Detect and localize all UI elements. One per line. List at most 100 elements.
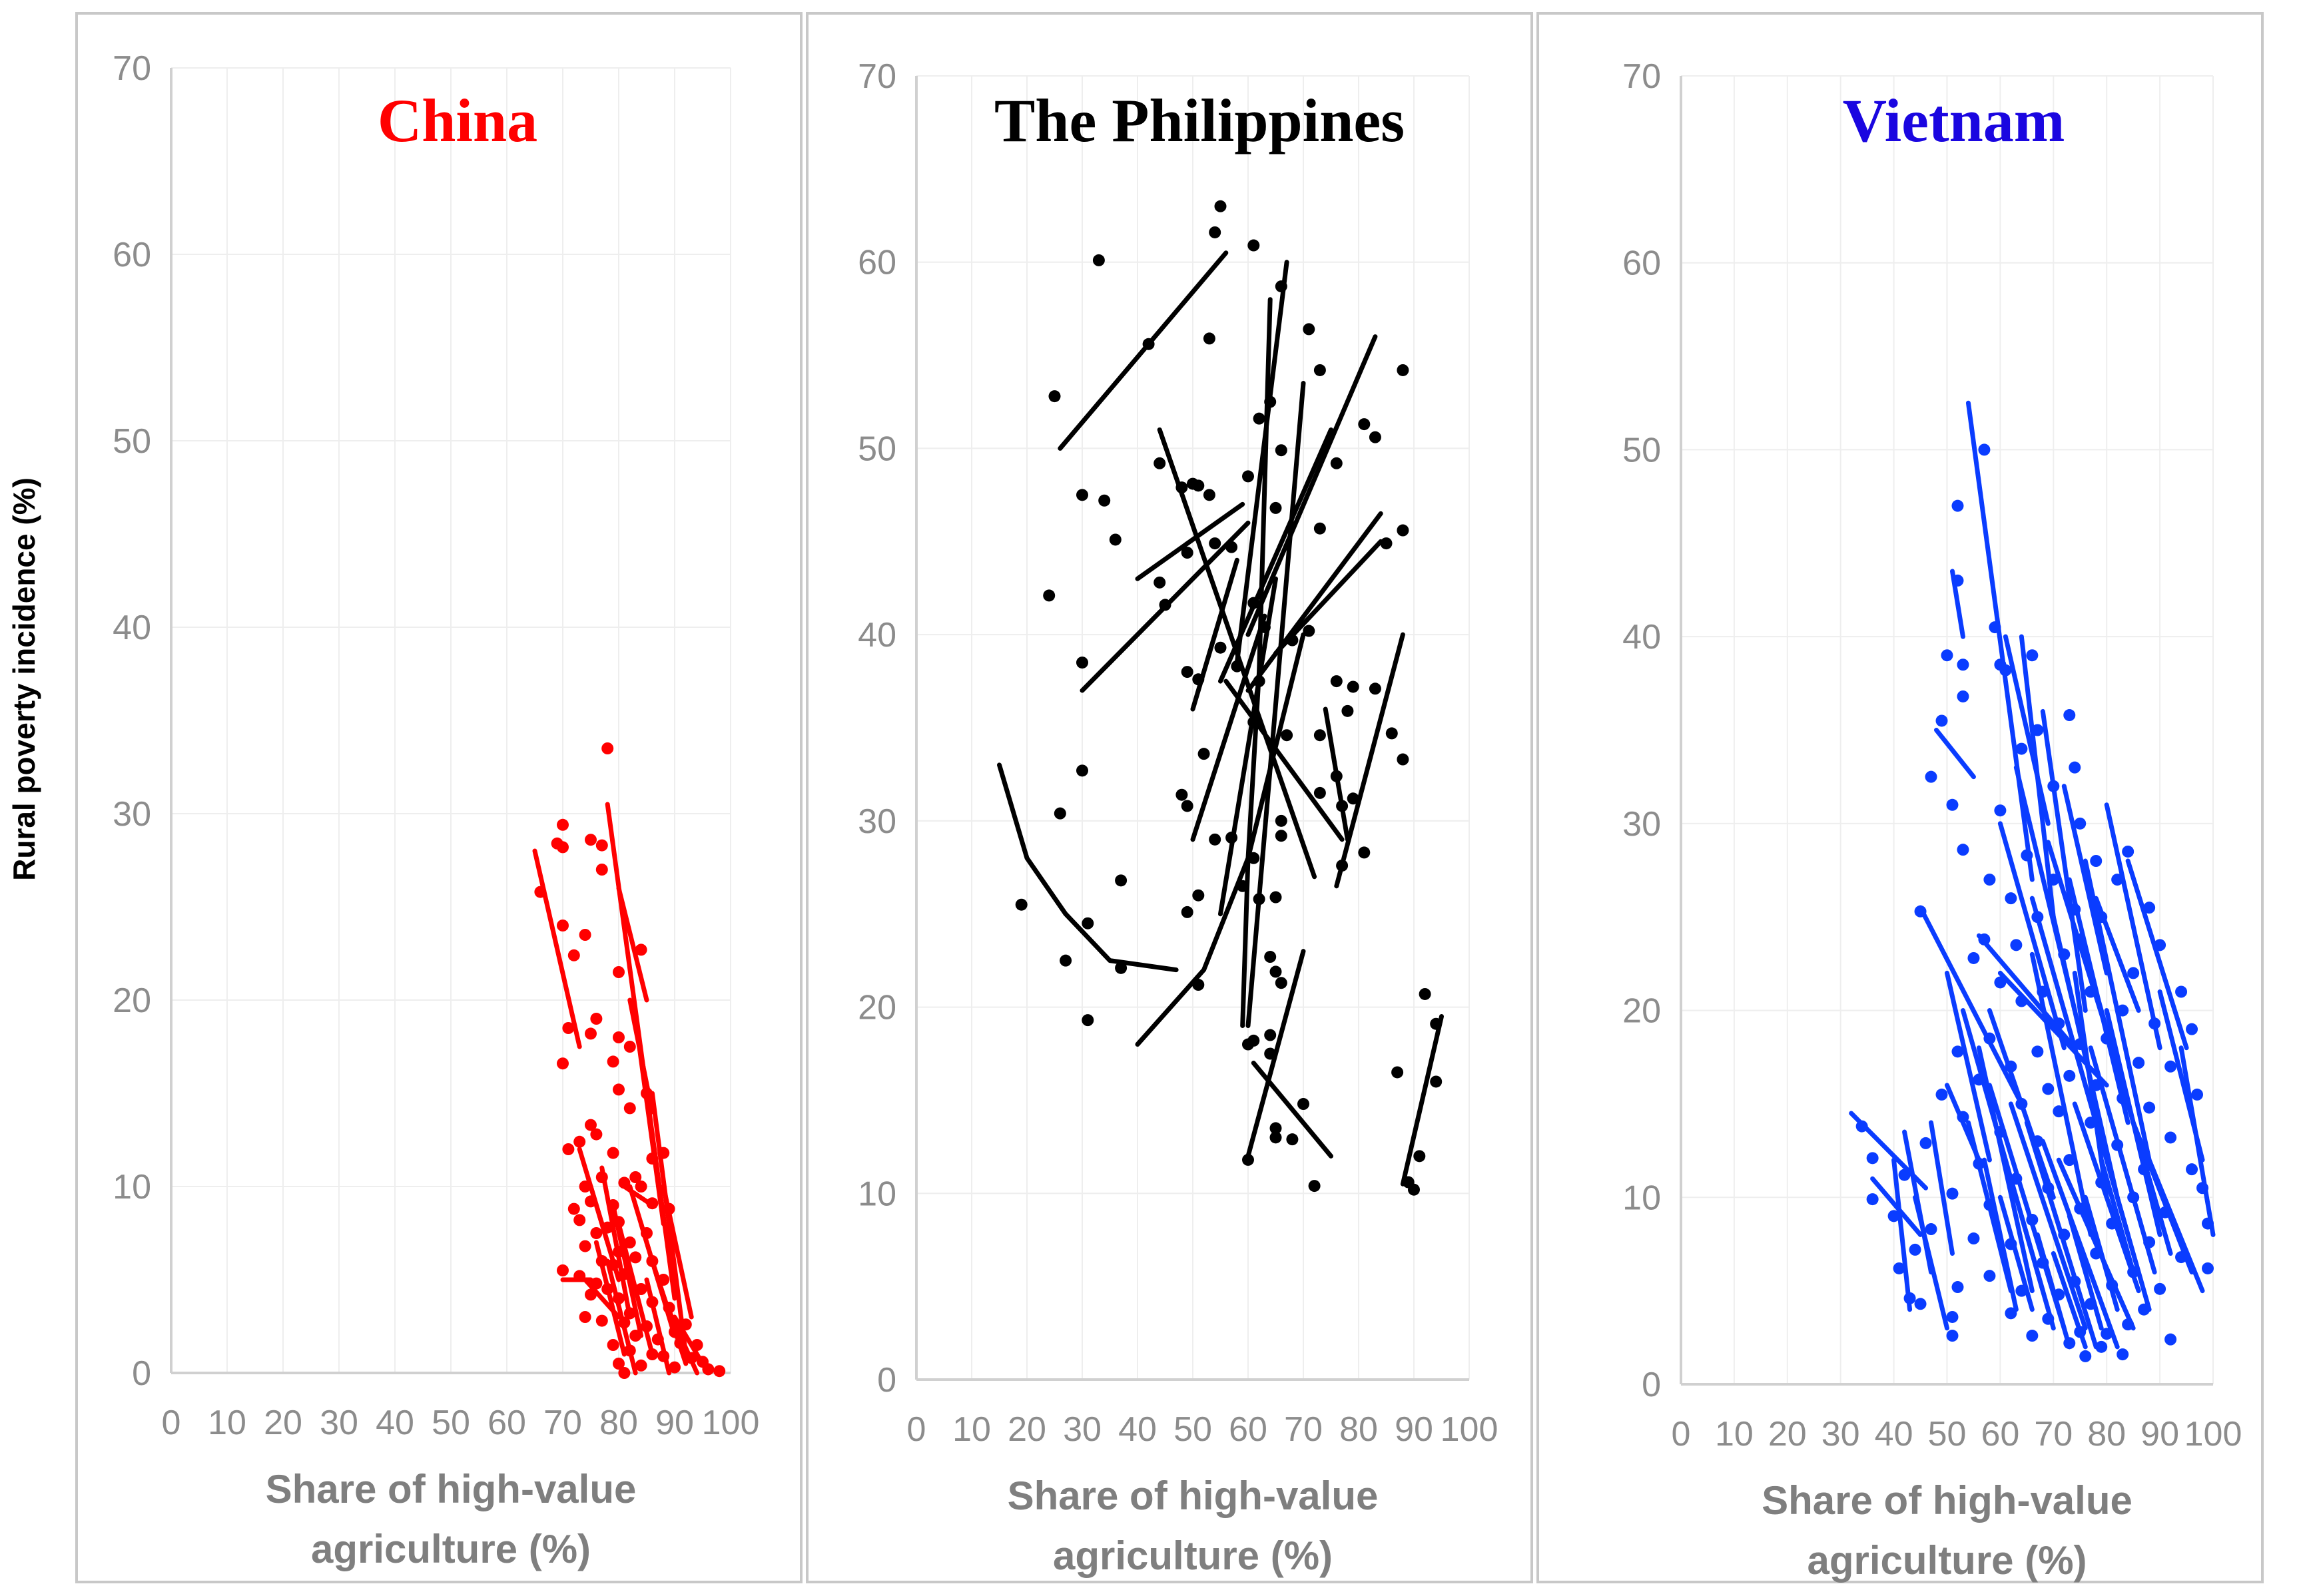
data-point — [1946, 798, 1959, 811]
data-point — [1358, 846, 1371, 859]
x-tick-label: 100 — [1441, 1410, 1498, 1449]
trend-line — [1913, 1195, 1949, 1331]
data-point — [607, 1147, 619, 1159]
data-point — [2037, 1256, 2049, 1269]
data-point — [641, 1087, 653, 1099]
y-tick-label: 60 — [858, 244, 896, 282]
data-point — [646, 1197, 659, 1210]
x-tick-label: 10 — [952, 1410, 991, 1449]
trend-line — [2178, 1045, 2216, 1237]
trend-curve — [1240, 297, 1273, 1028]
data-point — [2143, 1101, 2156, 1114]
data-point — [1197, 748, 1210, 760]
trend-line — [2125, 858, 2189, 1051]
chart-title: China — [378, 87, 537, 154]
data-point — [2159, 1206, 2172, 1218]
data-point — [573, 1214, 586, 1226]
data-point — [1430, 1017, 1443, 1030]
x-axis-title: Share of high-value — [1008, 1473, 1379, 1518]
data-point — [1946, 1187, 1959, 1200]
data-point — [1209, 537, 1221, 550]
data-point — [1247, 239, 1260, 252]
data-point — [657, 1274, 670, 1286]
data-point — [618, 1367, 631, 1379]
data-point — [595, 864, 608, 876]
data-point — [663, 1202, 675, 1215]
data-point — [1898, 1169, 1911, 1181]
data-point — [1308, 1180, 1321, 1193]
data-point — [1181, 906, 1193, 918]
trend-line — [1945, 970, 1992, 1163]
data-point — [573, 1135, 586, 1148]
data-point — [1269, 1122, 1282, 1135]
data-point — [1242, 470, 1254, 483]
data-point — [1175, 481, 1188, 494]
data-point — [1076, 764, 1088, 777]
x-tick-label: 20 — [1768, 1415, 1807, 1454]
data-point — [2133, 1057, 2145, 1069]
data-point — [2202, 1217, 2214, 1230]
data-point — [2117, 1092, 2129, 1105]
data-point — [567, 1202, 580, 1215]
y-tick-label: 50 — [1622, 431, 1661, 469]
data-point — [613, 1031, 625, 1043]
trend-line — [2008, 1101, 2088, 1331]
data-point — [1269, 501, 1282, 514]
data-point — [1242, 1038, 1254, 1051]
data-point — [618, 1268, 631, 1280]
data-point — [613, 1083, 625, 1096]
x-tick-label: 10 — [1715, 1415, 1754, 1454]
data-point — [2085, 1298, 2097, 1310]
trend-line — [1245, 334, 1378, 637]
data-point — [2175, 1251, 2188, 1264]
data-point — [601, 1283, 614, 1295]
data-point — [2122, 1318, 2135, 1331]
data-point — [1181, 800, 1193, 812]
x-tick-label: 70 — [1284, 1410, 1323, 1449]
x-axis-title: Share of high-value — [266, 1467, 637, 1511]
data-point — [1275, 830, 1287, 842]
data-point — [1951, 1045, 1964, 1058]
data-point — [1957, 1111, 1969, 1123]
data-point — [1082, 917, 1094, 930]
data-point — [613, 1292, 625, 1304]
y-axis-title-wrapper: Rural poverty incidence (%) — [7, 477, 41, 881]
data-point — [1408, 1183, 1420, 1196]
x-tick-label: 0 — [1672, 1415, 1691, 1454]
y-tick-label: 40 — [1622, 618, 1661, 657]
data-point — [579, 1240, 591, 1252]
data-point — [2143, 1236, 2156, 1248]
data-point — [607, 1258, 619, 1271]
data-point — [2186, 1023, 2198, 1035]
x-tick-label: 30 — [320, 1404, 358, 1442]
trend-line — [1934, 728, 1976, 780]
data-point — [1247, 716, 1260, 728]
data-point — [1115, 874, 1128, 887]
data-point — [2090, 1247, 2103, 1260]
y-tick-label: 30 — [858, 802, 896, 841]
data-point — [1109, 533, 1122, 546]
data-point — [1919, 1137, 1932, 1149]
trend-line — [1135, 501, 1245, 581]
data-point — [2015, 995, 2028, 1007]
data-point — [1391, 1066, 1404, 1079]
data-point — [641, 1227, 653, 1239]
y-tick-label: 0 — [877, 1361, 896, 1400]
data-point — [669, 1361, 681, 1374]
y-axis-title: Rural poverty incidence (%) — [7, 477, 41, 881]
data-point — [1275, 977, 1287, 989]
data-point — [2047, 874, 2060, 886]
data-point — [1957, 659, 1969, 671]
x-tick-label: 70 — [2034, 1415, 2073, 1454]
trend-line — [1157, 427, 1317, 880]
trend-line — [1223, 678, 1345, 842]
trend-line — [599, 1165, 633, 1320]
data-point — [646, 1153, 659, 1165]
data-point — [1385, 727, 1398, 740]
data-point — [1358, 418, 1371, 431]
trend-line — [1218, 427, 1333, 684]
data-point — [590, 1277, 603, 1290]
trend-line — [1218, 576, 1278, 917]
data-point — [1347, 680, 1359, 693]
x-tick-label: 40 — [376, 1404, 414, 1442]
